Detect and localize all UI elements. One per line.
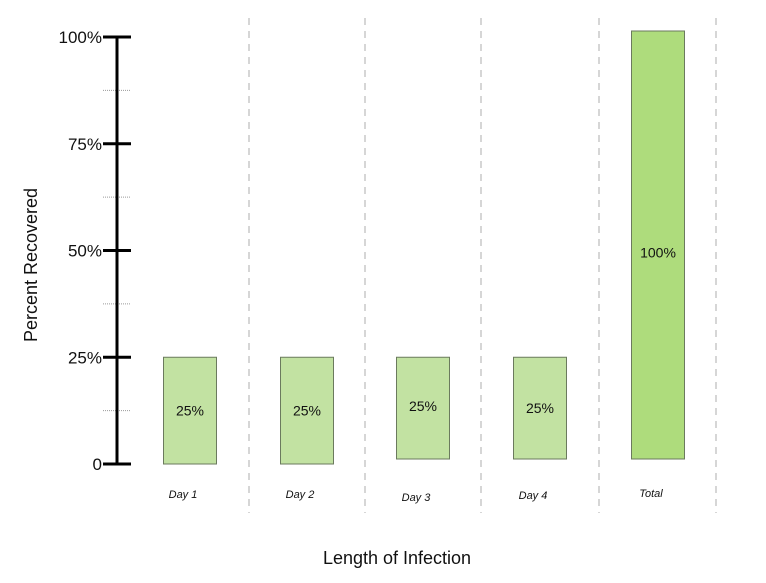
- x-axis-labels: Day 1 Day 2 Day 3 Day 4 Total: [169, 488, 664, 504]
- y-axis-title: Percent Recovered: [21, 188, 41, 342]
- y-tick-label: 50%: [68, 242, 102, 261]
- x-category-label: Day 3: [402, 492, 432, 504]
- bar-data-label: 25%: [409, 398, 437, 414]
- bar-data-label: 25%: [176, 403, 204, 419]
- bar: [631, 30, 685, 460]
- bar: [513, 356, 567, 460]
- x-category-label: Day 1: [169, 489, 198, 501]
- bar-data-label: 100%: [640, 245, 676, 261]
- x-category-label: Day 2: [286, 489, 315, 501]
- bar: [396, 356, 450, 460]
- y-tick-label: 100%: [59, 28, 102, 47]
- bar: [163, 356, 217, 465]
- x-category-label: Day 4: [519, 490, 548, 502]
- y-tick-label: 75%: [68, 135, 102, 154]
- bar-data-label: 25%: [293, 403, 321, 419]
- y-tick-label: 25%: [68, 348, 102, 367]
- y-tick-label: 0: [93, 455, 102, 474]
- data-labels: 25% 25% 25% 25% 100%: [176, 245, 676, 419]
- x-category-label: Total: [639, 488, 663, 500]
- category-separators: [248, 18, 717, 513]
- bars: [163, 30, 685, 465]
- x-axis-title: Length of Infection: [323, 548, 471, 568]
- y-axis-ticks: 0 25% 50% 75% 100%: [59, 28, 131, 474]
- bar-data-label: 25%: [526, 400, 554, 416]
- bar: [280, 356, 334, 465]
